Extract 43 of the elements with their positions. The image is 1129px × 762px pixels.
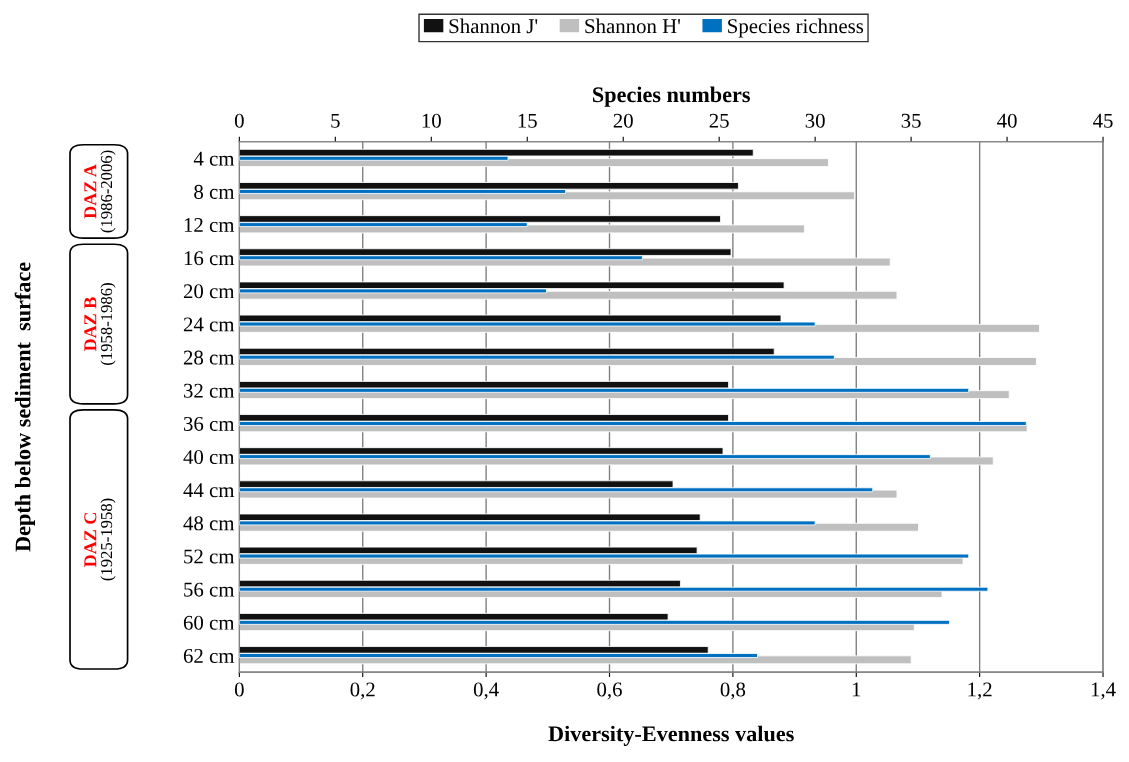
x2-tick-label: 15: [518, 113, 537, 128]
x2-tick-label: 0: [234, 113, 244, 128]
x-tick-label: 0,2: [350, 682, 375, 700]
x2-tick-label: 45: [1093, 113, 1113, 128]
y-tick-label: 48 cm: [183, 516, 235, 531]
y-tick-label: 16 cm: [184, 251, 235, 266]
y-tick-label: 44 cm: [183, 483, 235, 498]
y-tick-label: 28 cm: [183, 350, 235, 365]
x-tick-label: 0,6: [597, 682, 622, 700]
x2-tick-label: 40: [997, 113, 1017, 128]
x2-tick-label: 20: [613, 113, 633, 128]
x-tick-label: 0: [234, 682, 244, 697]
y-tick-label: 20 cm: [183, 284, 235, 299]
y-tick-label: 12 cm: [184, 218, 235, 233]
x2-tick-label: 10: [422, 113, 441, 128]
legend-label: Shannon H': [585, 18, 681, 34]
x2-tick-label: 30: [805, 113, 825, 128]
y-tick-label: 32 cm: [183, 383, 235, 398]
text: DAZ C (1925-1958): [84, 498, 116, 581]
x-tick-label: 0,4: [473, 682, 499, 700]
x2-tick-label: 35: [901, 113, 921, 128]
x-tick-label: 1,4: [1091, 682, 1116, 700]
text: DAZ A (1986-2006): [84, 150, 116, 233]
x-tick-label: 1: [852, 682, 861, 697]
legend-label: Shannon J': [449, 18, 538, 34]
y-tick-label: 4 cm: [193, 151, 235, 166]
text: Depth below sediment surface: [14, 262, 36, 552]
x2-axis-title: Species numbers: [593, 86, 750, 107]
legend-label: Species richness: [728, 18, 864, 38]
x2-tick-label: 25: [709, 113, 729, 128]
y-tick-label: 52 cm: [184, 549, 235, 564]
y-tick-label: 24 cm: [183, 317, 235, 332]
y-tick-label: 8 cm: [194, 184, 235, 199]
y-tick-label: 62 cm: [183, 648, 235, 663]
y-tick-label: 36 cm: [183, 416, 235, 431]
text: DAZ B (1958-1986): [84, 283, 116, 365]
x-tick-label: 1,2: [968, 682, 992, 700]
x2-tick-label: 5: [331, 113, 340, 128]
y-tick-label: 40 cm: [183, 450, 235, 465]
x-tick-label: 0,8: [720, 682, 746, 700]
y-tick-label: 56 cm: [184, 582, 235, 597]
x-axis-title: Diversity-Evenness values: [548, 725, 794, 746]
y-tick-label: 60 cm: [183, 615, 235, 630]
